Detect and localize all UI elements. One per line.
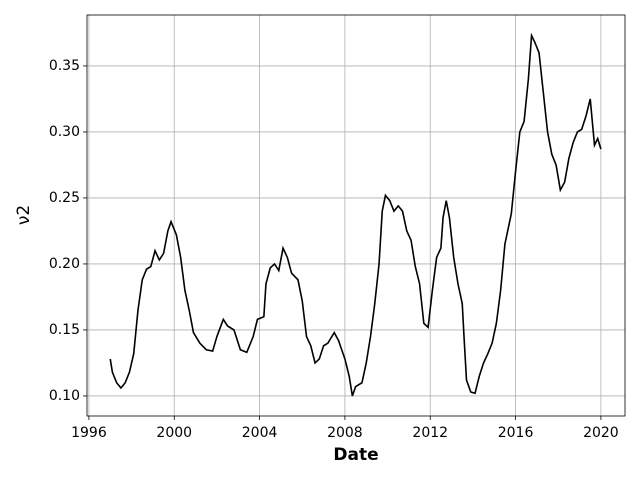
x-tick-label: 2000 (156, 425, 192, 441)
y-axis-label: ν2 (14, 205, 34, 225)
data-line (109, 32, 602, 397)
x-tick-label: 2016 (498, 425, 534, 441)
plot-frame (86, 14, 626, 417)
x-tick-label: 2008 (327, 425, 363, 441)
y-tick-label: 0.20 (49, 256, 80, 272)
y-tick-label: 0.15 (49, 322, 80, 338)
y-tick-label: 0.30 (49, 124, 80, 140)
x-tick-label: 2004 (242, 425, 278, 441)
x-tick-label: 2012 (412, 425, 448, 441)
x-tick-label: 2020 (583, 425, 619, 441)
y-tick-label: 0.35 (49, 58, 80, 74)
x-tick-label: 1996 (71, 425, 107, 441)
x-axis-label: Date (333, 445, 378, 465)
y-tick-label: 0.25 (49, 190, 80, 206)
y-tick-label: 0.10 (49, 388, 80, 404)
